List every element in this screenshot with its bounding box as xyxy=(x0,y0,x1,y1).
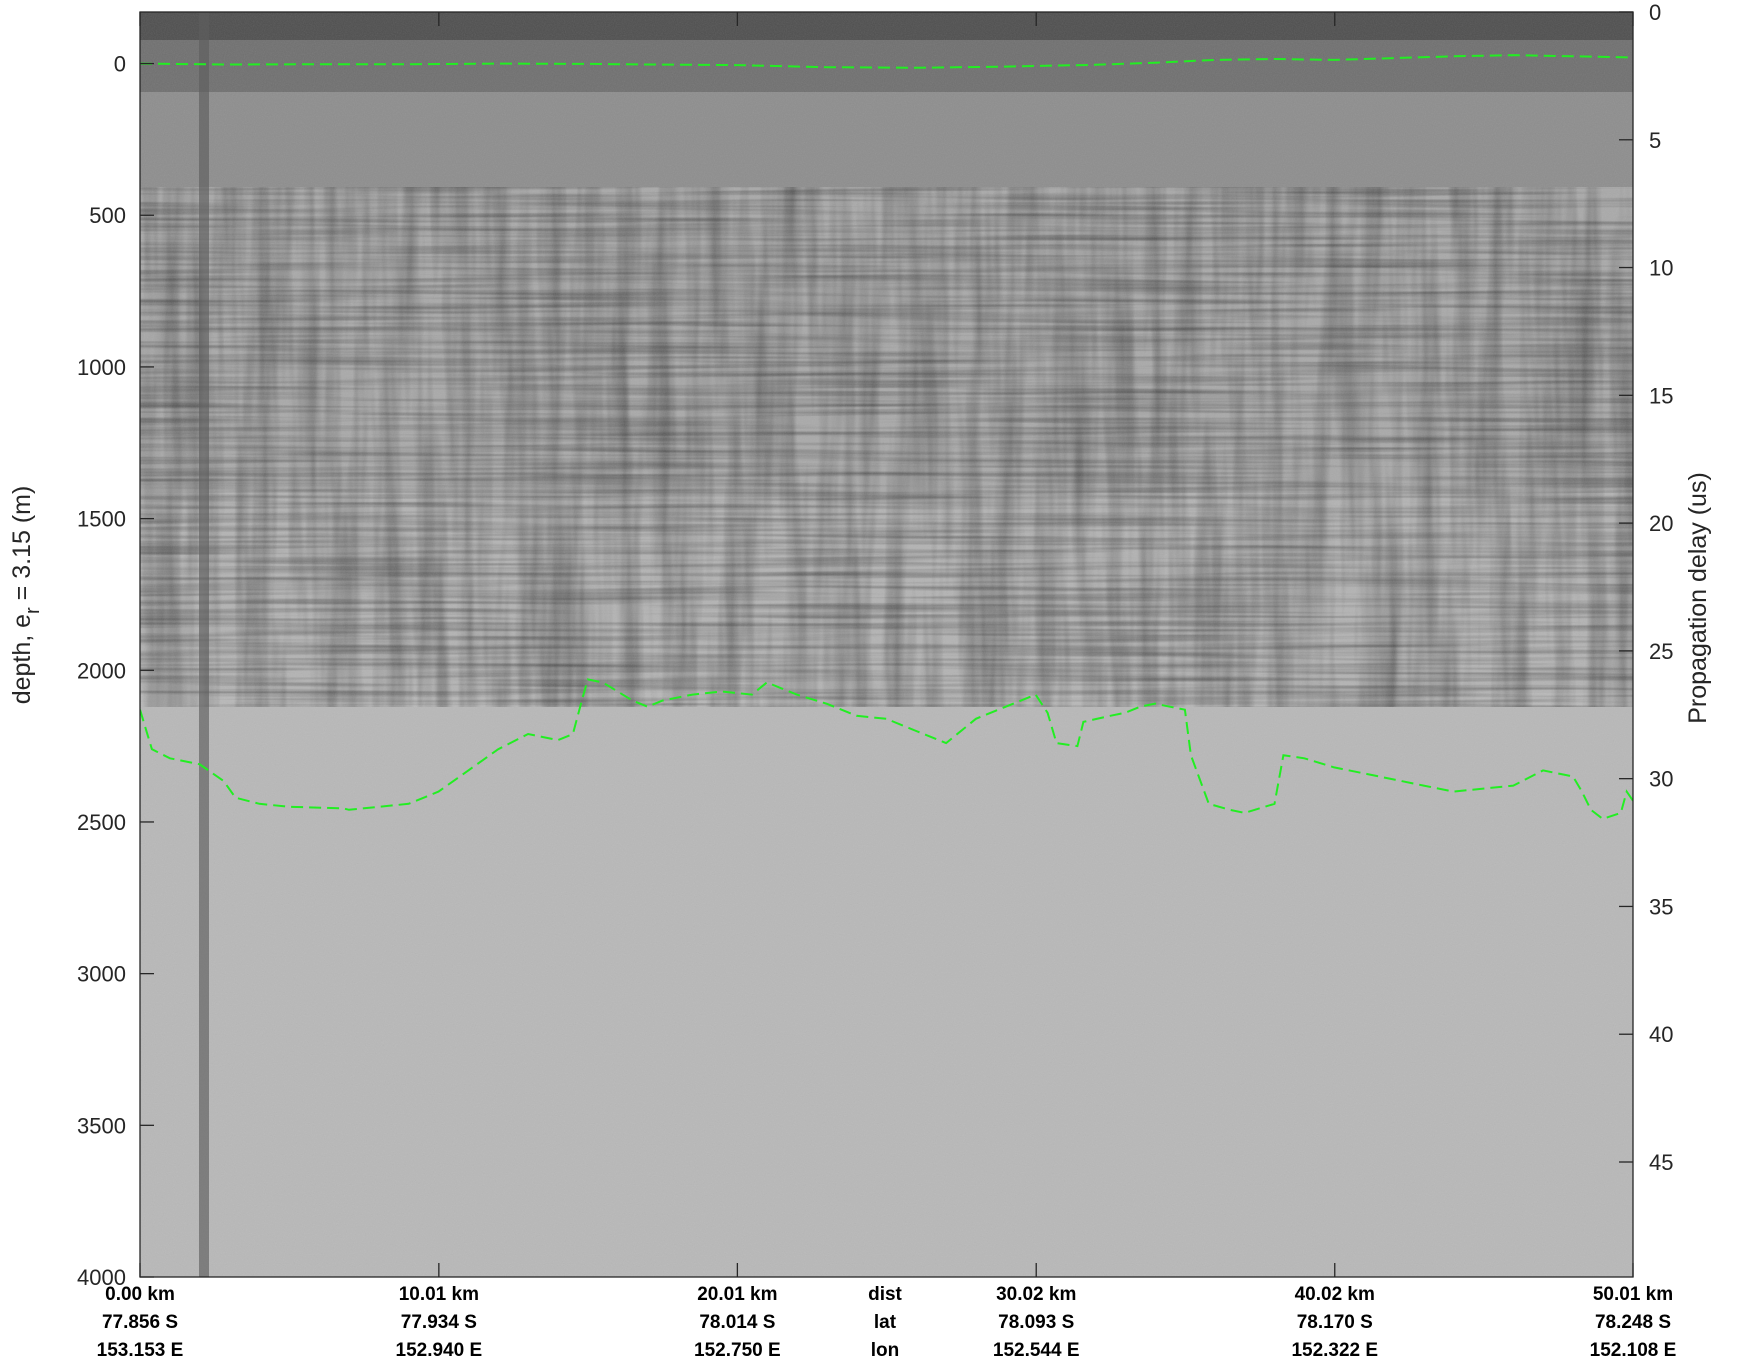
left-tick-label: 0 xyxy=(114,52,126,77)
x-tick-dist-label: 20.01 km xyxy=(697,1284,777,1305)
left-tick-label: 3500 xyxy=(77,1113,126,1138)
x-tick-dist-label: 40.02 km xyxy=(1295,1284,1375,1305)
right-tick-label: 45 xyxy=(1649,1150,1673,1175)
x-tick-lon-label: 153.153 E xyxy=(97,1340,184,1358)
bed-pick-line xyxy=(140,678,1633,821)
vertical-artifact-stripe xyxy=(199,12,209,1277)
x-tick-lon-label: 152.940 E xyxy=(396,1340,483,1358)
radargram-image xyxy=(140,12,1633,1277)
left-tick-label: 1500 xyxy=(77,507,126,532)
left-axis-ticks: 0 500 1000 1500 2000 2500 3000 3500 4000 xyxy=(77,52,154,1290)
y-axis-left-title: depth, er = 3.15 (m) xyxy=(8,486,44,705)
surface-pick-line xyxy=(140,54,1633,69)
dist-row-label: dist xyxy=(868,1284,902,1305)
x-tick-dist-label: 50.01 km xyxy=(1593,1284,1673,1305)
x-tick-dist-label: 10.01 km xyxy=(399,1284,479,1305)
right-tick-label: 20 xyxy=(1649,511,1673,536)
left-tick-label: 500 xyxy=(89,203,126,228)
right-axis-ticks: 0 5 10 15 20 25 30 35 40 45 xyxy=(1619,0,1673,1175)
plot-frame xyxy=(139,11,1634,1278)
right-tick-label: 40 xyxy=(1649,1022,1673,1047)
x-tick-lat-label: 77.934 S xyxy=(401,1312,477,1333)
right-tick-label: 0 xyxy=(1649,0,1661,25)
x-axis-ticks: 0.00 km 77.856 S 153.153 E 10.01 km 77.934 S… xyxy=(97,12,1677,1358)
left-tick-label: 4000 xyxy=(77,1265,126,1290)
left-tick-label: 1000 xyxy=(77,355,126,380)
speckle-noise xyxy=(140,12,1633,1277)
x-tick-lon-label: 152.750 E xyxy=(694,1340,781,1358)
right-tick-label: 25 xyxy=(1649,639,1673,664)
lon-row-label: lon xyxy=(871,1340,900,1358)
right-tick-label: 35 xyxy=(1649,894,1673,919)
x-tick-lat-label: 78.014 S xyxy=(699,1312,775,1333)
y-axis-left-title-main: depth, e xyxy=(8,614,36,704)
right-tick-label: 30 xyxy=(1649,767,1673,792)
x-tick-dist-label: 0.00 km xyxy=(105,1284,175,1305)
left-tick-label: 2000 xyxy=(77,658,126,683)
right-tick-label: 15 xyxy=(1649,383,1673,408)
x-tick-lon-label: 152.108 E xyxy=(1590,1340,1677,1358)
left-tick-label: 3000 xyxy=(77,962,126,987)
right-tick-label: 10 xyxy=(1649,256,1673,281)
y-axis-left-title-subscript: r xyxy=(22,607,44,614)
lat-row-label: lat xyxy=(874,1312,897,1333)
x-tick-lon-label: 152.322 E xyxy=(1291,1340,1378,1358)
x-tick-lon-label: 152.544 E xyxy=(993,1340,1080,1358)
x-tick-lat-label: 78.170 S xyxy=(1297,1312,1373,1333)
y-axis-left-title-suffix: = 3.15 (m) xyxy=(8,486,36,608)
left-tick-label: 2500 xyxy=(77,810,126,835)
y-axis-right-title: Propagation delay (us) xyxy=(1684,472,1712,724)
x-tick-lat-label: 78.093 S xyxy=(998,1312,1074,1333)
x-tick-lat-label: 77.856 S xyxy=(102,1312,178,1333)
x-tick-lat-label: 78.248 S xyxy=(1595,1312,1671,1333)
x-tick-dist-label: 30.02 km xyxy=(996,1284,1076,1305)
right-tick-label: 5 xyxy=(1649,128,1661,153)
